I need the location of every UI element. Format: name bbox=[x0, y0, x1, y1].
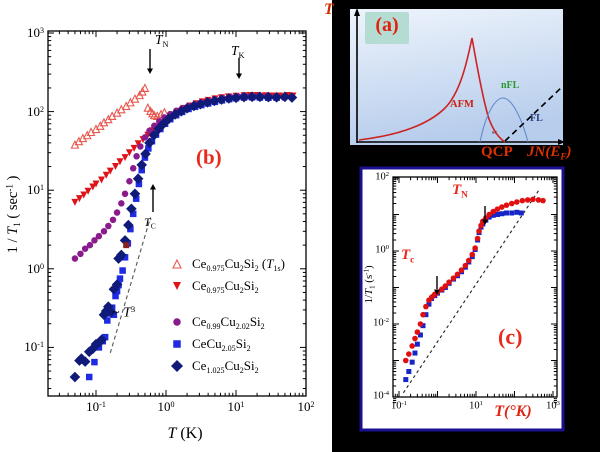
a-afm-region-label: AFM bbox=[450, 99, 474, 110]
y-tick-label: 102 bbox=[375, 171, 389, 183]
legend-marker-diamond bbox=[170, 360, 184, 373]
sc-dome-curve bbox=[479, 97, 529, 143]
legend-marker-triangle-open bbox=[172, 259, 182, 269]
x-tick-label: 10-1 bbox=[391, 400, 407, 412]
legend-label: Ce1.025Cu2Si2 bbox=[192, 358, 259, 375]
ref-line bbox=[109, 217, 151, 354]
b-panel-label: (b) bbox=[196, 145, 222, 169]
fl-crossover-dashed-line bbox=[504, 86, 563, 142]
a-panel-label: (a) bbox=[375, 14, 399, 36]
x-tick-label: 101 bbox=[469, 400, 483, 412]
b-x-axis-label: T (K) bbox=[167, 425, 203, 442]
chart-c bbox=[392, 176, 558, 404]
y-tick-label: 103 bbox=[26, 24, 44, 40]
a-qcp-label: QCP bbox=[481, 144, 513, 160]
y-tick-label: 100 bbox=[26, 260, 44, 276]
b-tn-annotation-label: TN bbox=[155, 32, 169, 49]
x-tick-label: 103 bbox=[546, 400, 560, 412]
panel-b-plot bbox=[47, 30, 307, 397]
right-column bbox=[332, 0, 600, 452]
c-tc-annotation-label: Tc bbox=[401, 247, 415, 266]
c-tn-annotation-label: TN bbox=[452, 182, 468, 201]
b-tc-annotation-label: TC bbox=[144, 215, 156, 231]
legend-label: CeCu2.05Si2 bbox=[192, 336, 251, 353]
legend-marker-triangle-down bbox=[173, 282, 181, 291]
y-tick-label: 10-4 bbox=[373, 390, 389, 402]
series-extra bbox=[123, 242, 130, 249]
series-Ce_{0.99}Cu_{2.02}Si_{2} bbox=[71, 93, 295, 262]
chart-b bbox=[47, 30, 307, 397]
y-tick-label: 102 bbox=[26, 103, 44, 119]
series-Ce_{0.975}Cu_{2}Si_{2} (*T*_{1s}) bbox=[70, 83, 169, 149]
y-tick-label: 101 bbox=[26, 182, 44, 198]
y-tick-label: 10-1 bbox=[24, 339, 44, 355]
x-tick-label: 102 bbox=[297, 399, 315, 414]
y-tick-label: 10-2 bbox=[373, 317, 389, 329]
legend-marker-square bbox=[173, 340, 181, 349]
c-y-axis-label: 1/T1 (s-1) bbox=[362, 265, 377, 304]
legend-marker-circle bbox=[173, 318, 181, 327]
legend-label: Ce0.975Cu2Si2 bbox=[192, 278, 259, 295]
legend-item: Ce0.99Cu2.02Si2 bbox=[170, 314, 265, 331]
a-fl-region-label: FL bbox=[530, 113, 543, 124]
x-tick-label: 101 bbox=[227, 399, 245, 414]
legend-label: Ce0.99Cu2.02Si2 bbox=[192, 314, 265, 331]
panel-c-plot bbox=[392, 176, 558, 404]
legend-label: Ce0.975Cu2Si2 (T1s) bbox=[192, 256, 285, 273]
panel-c-box bbox=[359, 166, 565, 432]
a-x-axis-label: JN(EF) bbox=[527, 144, 572, 163]
legend-item: Ce0.975Cu2Si2 bbox=[170, 278, 259, 295]
b-t3-ref-label: ~ T3 bbox=[112, 304, 136, 321]
legend-item: Ce0.975Cu2Si2 (T1s) bbox=[170, 256, 285, 273]
afm-curve bbox=[358, 37, 506, 143]
b-tk-annotation-label: TK bbox=[231, 43, 245, 60]
x-tick-label: 100 bbox=[157, 399, 175, 414]
c-x-axis-label: T(°K) bbox=[494, 403, 532, 420]
a-sc-region-label: sc bbox=[492, 129, 498, 136]
x-tick-label: 10-1 bbox=[86, 399, 106, 414]
a-y-axis-arrowhead bbox=[354, 8, 360, 16]
legend-item: Ce1.025Cu2Si2 bbox=[170, 358, 259, 375]
a-x-axis-arrowhead bbox=[558, 139, 565, 145]
legend-item: CeCu2.05Si2 bbox=[170, 336, 251, 353]
c-panel-label: (c) bbox=[498, 324, 523, 349]
a-nfl-region-label: nFL bbox=[501, 80, 520, 91]
a-y-axis-label: T bbox=[324, 1, 334, 18]
a-panel-label-box bbox=[365, 12, 409, 44]
y-tick-label: 100 bbox=[375, 244, 389, 256]
ref-line bbox=[402, 188, 541, 394]
